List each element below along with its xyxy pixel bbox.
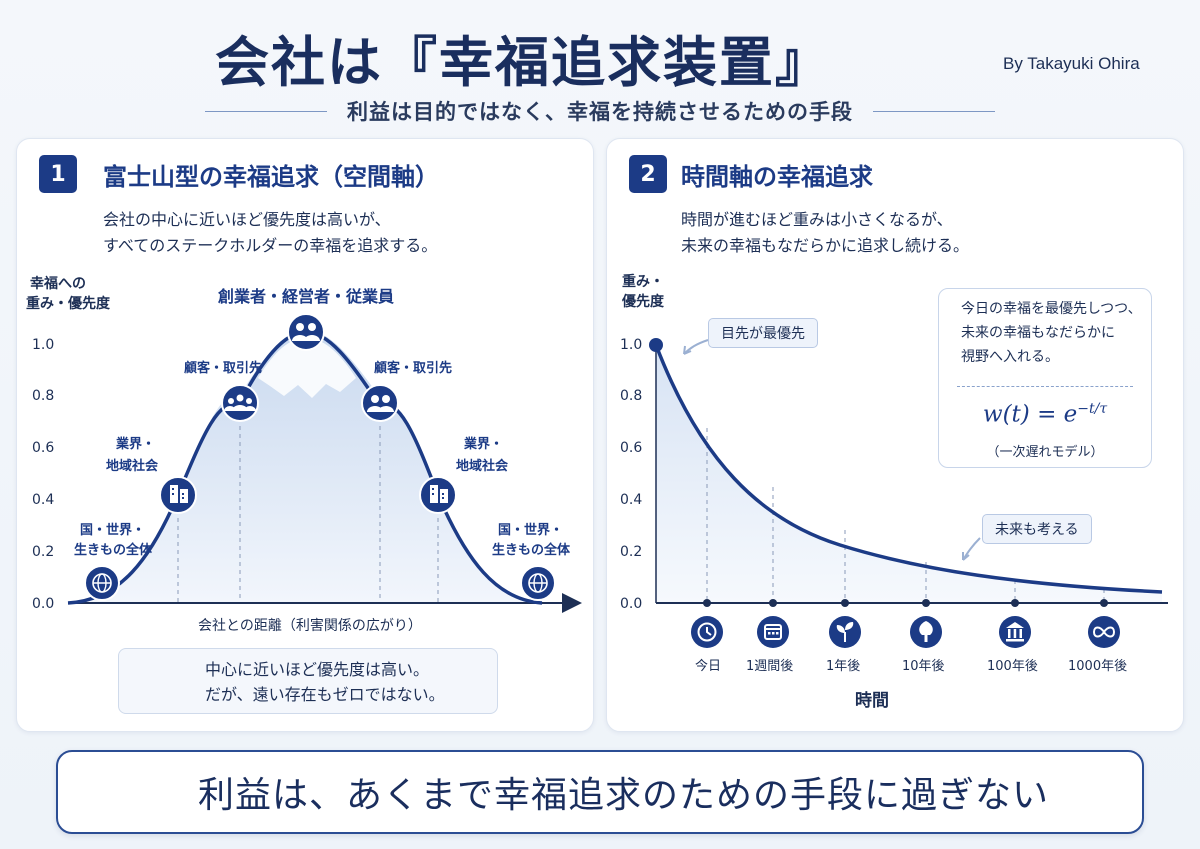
customers-icon [221,384,259,422]
formula-desc-line: 視野へ入れる。 [961,349,1059,365]
y-tick-label: 0.0 [32,596,54,612]
formula-base: w(t) = e [982,401,1078,428]
globe-icon [84,565,120,601]
formula-caption: （一次遅れモデル） [986,445,1104,460]
label-industry-left: 地域社会 [106,458,159,474]
building-icon [419,476,457,514]
desc-line: 未来の幸福もなだらかに追求し続ける。 [681,236,970,255]
formula-description: 今日の幸福を最優先しつつ、 未来の幸福もなだらかに 視野へ入れる。 [961,297,1142,369]
label-world-right: 生きもの全体 [492,542,571,558]
callout-now: 目先が最優先 [708,318,818,348]
formula-desc-line: 今日の幸福を最優先しつつ、 [961,301,1142,317]
y-ticks: 1.0 0.8 0.6 0.4 0.2 0.0 [620,337,642,612]
page-title: 会社は『幸福追求装置』 [215,30,831,94]
time-label: 1週間後 [746,659,793,674]
partners-icon [361,384,399,422]
author-byline: By Takayuki Ohira [1003,54,1140,73]
calendar-icon [757,616,789,648]
panel-number-badge: 2 [629,155,667,193]
note-line: だが、遠い存在もゼロではない。 [205,685,445,704]
people-group-icon [287,313,325,351]
institution-icon [999,616,1031,648]
y-tick-label: 0.6 [620,440,642,456]
formula-desc-line: 未来の幸福もなだらかに [961,325,1115,341]
label-industry-left: 業界・ [115,436,155,452]
label-founders: 創業者・経営者・従業員 [217,287,394,306]
label-industry-right: 地域社会 [456,458,509,474]
subtitle-bar: 利益は目的ではなく、幸福を持続させるための手段 [205,96,995,126]
y-tick-label: 0.2 [32,544,54,560]
note-text: 中心に近いほど優先度は高い。 だが、遠い存在もゼロではない。 [205,657,445,707]
y-tick-label: 0.8 [620,388,642,404]
mountain-area [68,330,542,603]
panel-title: 時間軸の幸福追求 [681,163,873,191]
y-tick-label: 1.0 [32,337,54,353]
formula-divider [957,386,1133,387]
start-point [649,338,663,352]
panel-number-badge: 1 [39,155,77,193]
label-world-left: 国・世界・ [80,522,145,538]
sprout-icon [829,616,861,648]
footer-message: 利益は、あくまで幸福追求のための手段に過ぎない [198,775,1050,816]
tree-icon [910,616,942,648]
globe-icon [520,565,556,601]
formula-box: 今日の幸福を最優先しつつ、 未来の幸福もなだらかに 視野へ入れる。 w(t) =… [938,288,1152,468]
subtitle-rule-right [873,110,995,112]
y-axis-label: 重み・ [622,273,664,290]
label-industry-right: 業界・ [463,436,503,452]
time-label: 1年後 [826,659,860,674]
label-world-right: 国・世界・ [498,522,563,538]
label-customers-left: 顧客・取引先 [184,360,262,376]
panel-description: 時間が進むほど重みは小さくなるが、 未来の幸福もなだらかに追求し続ける。 [681,207,969,259]
desc-line: 会社の中心に近いほど優先度は高いが、 [103,210,391,229]
y-tick-label: 0.2 [620,544,642,560]
y-axis-label: 幸福への [30,275,86,292]
y-axis-label: 優先度 [621,293,665,310]
snow-cap [258,338,356,398]
y-tick-label: 0.6 [32,440,54,456]
desc-line: 時間が進むほど重みは小さくなるが、 [681,210,953,229]
infinity-icon [1088,616,1120,648]
panel-description: 会社の中心に近いほど優先度は高いが、 すべてのステークホルダーの幸福を追求する。 [103,207,437,259]
callout-arrow-head [962,552,970,561]
callout-future: 未来も考える [982,514,1092,544]
y-tick-label: 0.4 [32,492,54,508]
y-tick-label: 0.4 [620,492,642,508]
decay-formula: w(t) = e−t/τ [939,401,1151,428]
clock-icon [691,616,723,648]
note-box: 中心に近いほど優先度は高い。 だが、遠い存在もゼロではない。 [118,648,498,714]
time-label: 10年後 [902,659,945,674]
y-tick-label: 0.8 [32,388,54,404]
formula-exponent: −t/τ [1077,401,1108,417]
time-label: 今日 [695,658,721,674]
callout-arrow-head [683,345,692,355]
time-label: 1000年後 [1068,659,1127,674]
decay-area [656,345,1162,603]
y-axis-label: 重み・優先度 [26,295,111,312]
time-label: 100年後 [987,659,1038,674]
x-axis-label: 会社との距離（利害関係の広がり） [198,617,422,634]
x-axis-label: 時間 [855,690,889,711]
x-tick-dots [703,599,1108,607]
y-tick-label: 0.0 [620,596,642,612]
footer-banner: 利益は、あくまで幸福追求のための手段に過ぎない [56,750,1144,834]
label-world-left: 生きもの全体 [74,542,153,558]
guide-lines [177,418,439,603]
building-icon [159,476,197,514]
subtitle: 利益は目的ではなく、幸福を持続させるための手段 [347,100,853,124]
desc-line: すべてのステークホルダーの幸福を追求する。 [103,236,438,255]
note-line: 中心に近いほど優先度は高い。 [205,660,430,679]
y-tick-label: 1.0 [620,337,642,353]
subtitle-rule-left [205,110,327,112]
y-ticks: 1.0 0.8 0.6 0.4 0.2 0.0 [32,337,54,612]
decay-curve [654,344,1163,594]
label-customers-right: 顧客・取引先 [374,360,452,376]
panel-title: 富士山型の幸福追求（空間軸） [103,163,439,191]
